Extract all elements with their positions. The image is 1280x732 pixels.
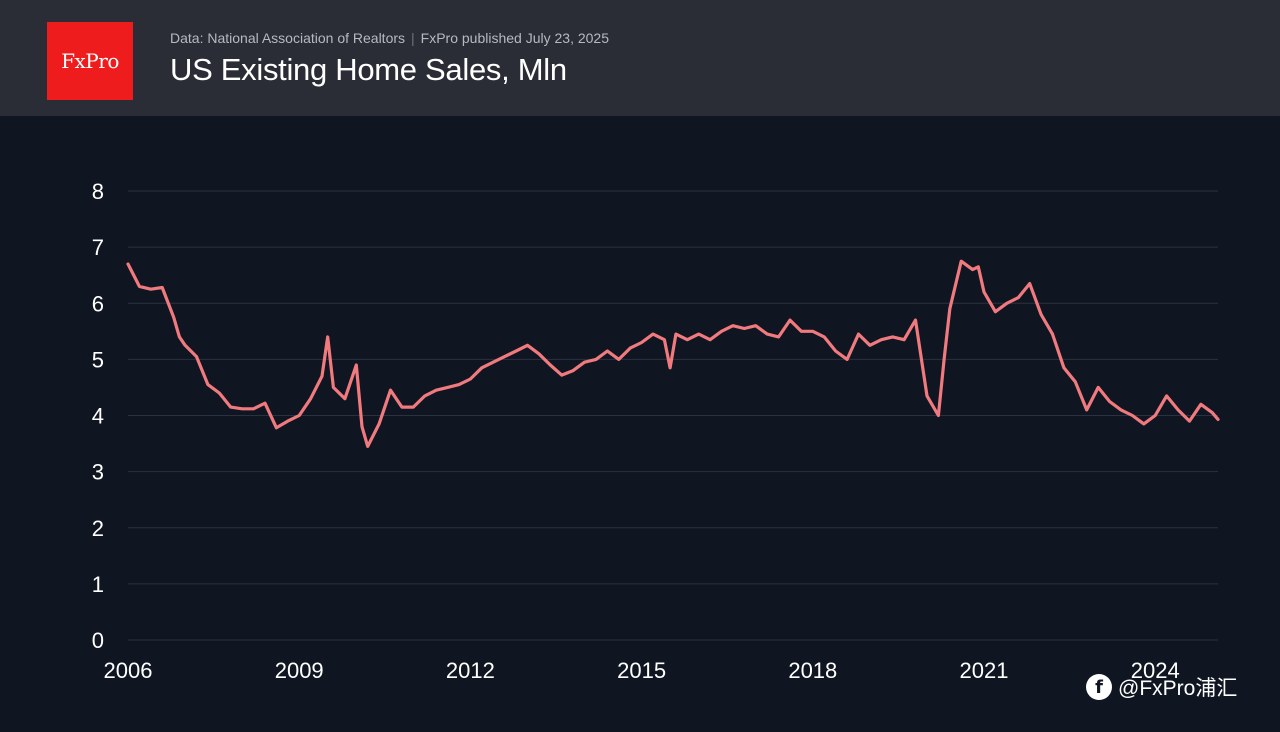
watermark-text: @FxPro浦汇	[1118, 677, 1238, 700]
y-tick-label-7: 7	[92, 235, 104, 260]
y-tick-label-5: 5	[92, 347, 104, 372]
x-tick-label-2012: 2012	[446, 658, 495, 683]
y-tick-label-0: 0	[92, 628, 104, 653]
series-lines	[126, 259, 1220, 448]
line-chart: 0 1 2 3 4 5 6 7 8 2006 2009 2012 2015 2018 2021 2024	[92, 179, 1220, 683]
x-tick-label-2009: 2009	[275, 658, 324, 683]
x-tick-label-2024: 2024	[1131, 658, 1180, 683]
y-tick-label-2: 2	[92, 516, 104, 541]
chart-title: US Existing Home Sales, Mln	[170, 52, 567, 87]
data-source: Data: National Association of Realtors	[170, 30, 406, 46]
series-line-0	[126, 259, 1220, 448]
x-tick-label-2018: 2018	[788, 658, 837, 683]
x-tick-label-2015: 2015	[617, 658, 666, 683]
x-axis-ticks: 2006 2009 2012 2015 2018 2021 2024	[104, 658, 1180, 683]
y-tick-label-3: 3	[92, 460, 104, 485]
y-tick-label-6: 6	[92, 291, 104, 316]
fxpro-logo: FxPro	[47, 22, 133, 100]
header-bar: FxPro Data: National Association of Real…	[0, 0, 1280, 116]
chart-source-line: Data: National Association of Realtors | F…	[170, 30, 609, 46]
watermark: f @FxPro浦汇	[1086, 672, 1237, 702]
y-tick-label-8: 8	[92, 179, 104, 204]
y-axis-ticks: 0 1 2 3 4 5 6 7 8	[92, 179, 104, 653]
y-tick-label-1: 1	[92, 572, 104, 597]
fxpro-f-icon: f	[1086, 674, 1112, 700]
logo-text: FxPro	[61, 49, 119, 73]
x-tick-label-2021: 2021	[960, 658, 1009, 683]
y-tick-label-4: 4	[92, 404, 104, 429]
gridlines	[128, 190, 1218, 641]
source-separator: |	[411, 30, 415, 46]
x-tick-label-2006: 2006	[104, 658, 153, 683]
published-date: FxPro published July 23, 2025	[420, 30, 609, 46]
